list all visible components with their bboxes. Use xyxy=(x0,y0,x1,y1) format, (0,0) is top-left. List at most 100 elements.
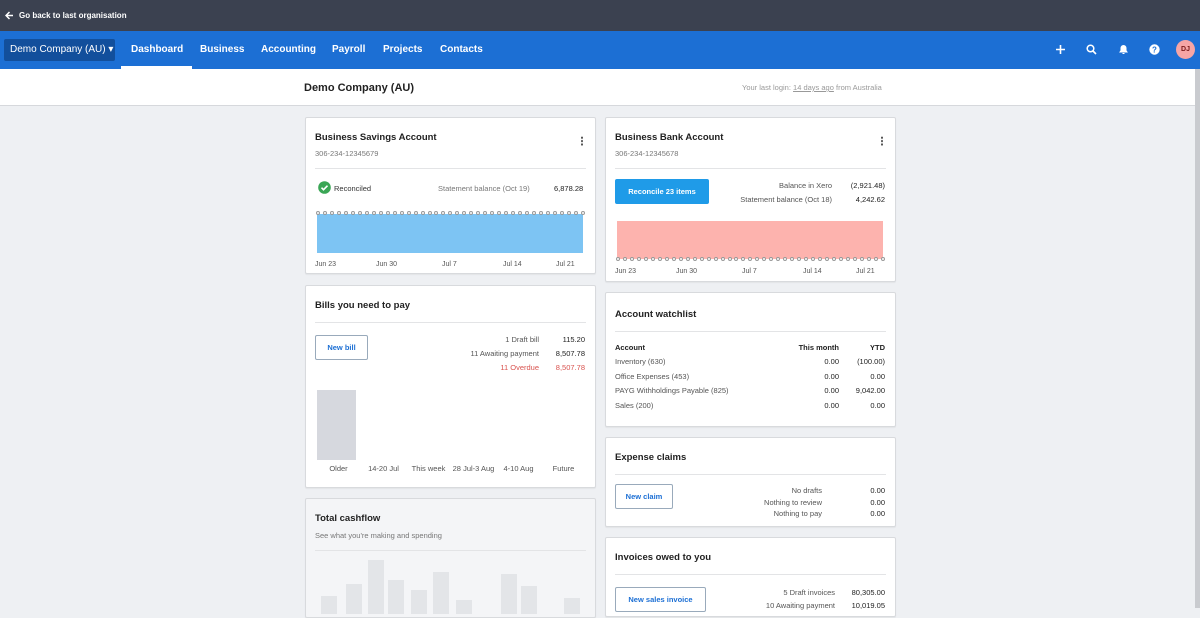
x-label: Jul 14 xyxy=(503,261,522,268)
nav-item[interactable]: Accounting xyxy=(261,44,316,55)
row-label: Nothing to pay xyxy=(773,509,822,518)
divider xyxy=(615,168,886,169)
notifications-icon[interactable] xyxy=(1118,44,1129,55)
divider xyxy=(315,322,586,323)
invoices-card: Invoices owed to you New sales invoice 5… xyxy=(605,537,896,617)
card-title: Invoices owed to you xyxy=(615,552,712,563)
status: Reconciled xyxy=(334,184,372,193)
menu[interactable] xyxy=(881,136,883,146)
x-label: Jul 14 xyxy=(803,268,822,275)
account-number: 306-234-12345678 xyxy=(615,149,679,158)
x-label: Jul 21 xyxy=(856,268,875,275)
help-icon[interactable]: ? xyxy=(1149,44,1160,55)
back-arrow[interactable] xyxy=(5,11,14,20)
cashflow-placeholder xyxy=(321,560,580,614)
row-value: 80,305.00 xyxy=(851,588,885,597)
ytd: 0.00 xyxy=(870,371,885,381)
card-title: Business Bank Account xyxy=(615,132,724,143)
back-link[interactable]: Go back to last organisation xyxy=(19,11,127,20)
search-icon[interactable] xyxy=(1086,44,1097,55)
row-label: 1 Draft bill xyxy=(505,335,539,344)
page-header: Demo Company (AU) Your last login: 14 da… xyxy=(0,69,1200,106)
x-label: Future xyxy=(553,464,575,473)
bill-bar xyxy=(317,390,356,460)
account-name: PAYG Withholdings Payable (825) xyxy=(615,386,729,395)
nav-bar: Demo Company (AU) ▾ Dashboard Business A… xyxy=(0,31,1200,69)
login-link[interactable]: 14 days ago xyxy=(793,83,834,92)
nav-item[interactable]: Business xyxy=(200,44,245,55)
row-label: No drafts xyxy=(791,486,822,495)
row-label: Balance in Xero xyxy=(779,181,832,190)
org-name: Demo Company (AU) xyxy=(10,44,106,55)
card-title: Total cashflow xyxy=(315,513,381,524)
account-number: 306-234-12345679 xyxy=(315,149,379,158)
card-title: Bills you need to pay xyxy=(315,300,411,311)
balance-dots xyxy=(616,257,885,263)
row-label: 10 Awaiting payment xyxy=(765,601,835,610)
reconcile-button[interactable]: Reconcile 23 items xyxy=(615,179,709,204)
x-label: 14-20 Jul xyxy=(368,464,399,473)
card-title: Account watchlist xyxy=(615,309,697,320)
nav-item[interactable]: Contacts xyxy=(440,44,483,55)
add-icon[interactable] xyxy=(1055,44,1066,55)
balance-label: Statement balance (Oct 19) xyxy=(438,184,530,193)
this-month: 0.00 xyxy=(824,371,839,381)
row-label: 5 Draft invoices xyxy=(783,588,835,597)
org-switcher[interactable]: Demo Company (AU) ▾ xyxy=(4,39,115,61)
login-suffix: from Australia xyxy=(836,83,882,92)
bank-card: Business Bank Account 306-234-12345678 R… xyxy=(605,117,896,282)
row-value: 4,242.62 xyxy=(855,195,885,204)
balance-area xyxy=(317,214,583,253)
nav-item[interactable]: Projects xyxy=(383,44,423,55)
nav-item[interactable]: Dashboard xyxy=(131,44,184,55)
card-title: Expense claims xyxy=(615,452,687,463)
x-label: This week xyxy=(412,464,446,473)
scrollbar[interactable] xyxy=(1195,69,1200,608)
savings-card: Business Savings Account 306-234-1234567… xyxy=(305,117,596,274)
row-label: 11 Awaiting payment xyxy=(470,349,539,358)
last-login: Your last login: 14 days ago from Austra… xyxy=(742,83,882,92)
card-subtitle: See what you're making and spending xyxy=(315,531,442,540)
row-label: Statement balance (Oct 18) xyxy=(740,195,832,204)
x-label: 4-10 Aug xyxy=(503,464,533,473)
this-month: 0.00 xyxy=(824,386,839,395)
x-label: 28 Jul-3 Aug xyxy=(453,464,495,473)
expenses-card: Expense claims New claim No drafts 0.00 … xyxy=(605,437,896,527)
row-label: 11 Overdue xyxy=(500,363,539,372)
card-title: Business Savings Account xyxy=(315,132,437,143)
nav-item[interactable]: Payroll xyxy=(332,44,366,55)
row-value: 0.00 xyxy=(870,509,885,518)
top-bar: Go back to last organisation xyxy=(0,0,1200,31)
account-name: Office Expenses (453) xyxy=(615,371,690,381)
x-label: Jun 30 xyxy=(376,261,398,268)
new-claim-button[interactable]: New claim xyxy=(615,484,673,509)
row-value: 0.00 xyxy=(870,498,885,507)
new-bill-button[interactable]: New bill xyxy=(315,335,368,360)
login-prefix: Your last login: xyxy=(742,83,791,92)
account-name: Inventory (630) xyxy=(615,357,666,366)
column-header: Account xyxy=(615,343,645,352)
ytd: (100.00) xyxy=(857,357,885,366)
x-label: Jun 23 xyxy=(615,268,637,275)
x-label: Jul 21 xyxy=(556,261,575,268)
balance-dots xyxy=(316,211,585,217)
reconciled-icon xyxy=(318,181,331,194)
avatar[interactable]: DJ xyxy=(1176,40,1195,59)
row-value: 8,507.78 xyxy=(555,363,585,372)
row-value: 0.00 xyxy=(870,486,885,495)
bills-card: Bills you need to pay New bill 1 Draft b… xyxy=(305,285,596,488)
divider xyxy=(615,331,886,332)
divider xyxy=(615,574,886,575)
active-indicator xyxy=(121,66,192,69)
account-name: Sales (200) xyxy=(615,400,654,410)
new-invoice-button[interactable]: New sales invoice xyxy=(615,587,706,612)
this-month: 0.00 xyxy=(824,357,839,366)
x-label: Older xyxy=(329,464,348,473)
divider xyxy=(315,168,586,169)
menu[interactable] xyxy=(581,136,583,146)
divider xyxy=(615,474,886,475)
column-header: YTD xyxy=(870,343,885,352)
row-label: Nothing to review xyxy=(764,498,822,507)
svg-text:?: ? xyxy=(1152,46,1157,55)
